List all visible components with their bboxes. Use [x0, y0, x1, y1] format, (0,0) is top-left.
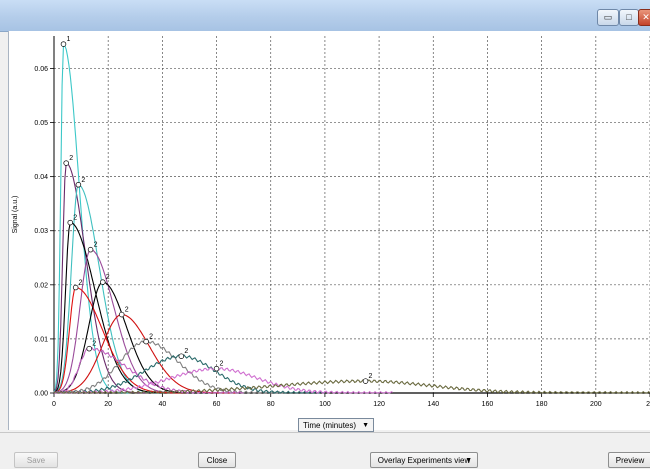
series-peak-label: 2: [73, 215, 77, 222]
series-peak-marker: [178, 353, 185, 359]
x-tick-label: 140: [427, 401, 439, 408]
x-tick-label: 160: [482, 401, 494, 408]
series-peak-marker: [63, 160, 69, 166]
chevron-down-icon: ▼: [362, 422, 369, 429]
y-tick-label: 0.03: [34, 228, 48, 235]
series-line: [54, 314, 239, 394]
y-tick-label: 0.01: [34, 336, 48, 343]
series-line: [53, 162, 149, 394]
series-line: [53, 249, 190, 394]
x-tick-label: 22: [646, 401, 650, 408]
x-tick-label: 40: [158, 401, 166, 408]
preview-button[interactable]: Preview: [608, 452, 650, 468]
series-peak-marker: [143, 338, 149, 345]
x-axis-label: Time (minutes): [303, 421, 357, 430]
series-peak-label: 2: [106, 274, 110, 281]
save-button[interactable]: Save: [14, 452, 58, 468]
x-tick-label: 120: [373, 401, 385, 408]
series-peak-marker: [86, 345, 92, 352]
series-peak-marker: [67, 219, 74, 226]
series-peak-label: 2: [94, 242, 98, 249]
series-peak-label: 2: [369, 373, 373, 380]
title-bar: ▭ □ ✕: [0, 0, 650, 32]
series-peak-label: 2: [92, 341, 96, 348]
bottom-toolbar: Save Close Overlay Experiments view ▼ Pr…: [0, 432, 650, 469]
x-tick-label: 80: [267, 401, 275, 408]
series-peak-label: 2: [149, 334, 153, 341]
series-peak-label: 2: [184, 348, 188, 355]
y-tick-label: 0.04: [34, 174, 48, 181]
series-line: [54, 354, 325, 394]
series-line: [53, 221, 176, 394]
close-window-button[interactable]: ✕: [638, 9, 650, 26]
series-peak-marker: [100, 279, 106, 285]
series-peak-label: 2: [79, 280, 83, 287]
x-tick-label: 200: [590, 401, 602, 408]
series-peak-marker: [362, 378, 369, 384]
series-line: [54, 367, 393, 394]
series-peak-label: 2: [220, 361, 224, 368]
series-peak-label: 2: [81, 177, 85, 184]
series-peak-marker: [60, 41, 67, 47]
maximize-button[interactable]: □: [619, 9, 639, 26]
view-selector-label: Overlay Experiments view: [377, 456, 471, 465]
series-peak-marker: [75, 182, 82, 188]
series-line: [53, 339, 285, 394]
series-peak-marker: [213, 365, 220, 372]
x-axis-unit-dropdown[interactable]: Time (minutes) ▼: [298, 418, 374, 432]
y-tick-label: 0.05: [34, 120, 48, 127]
series-peak-label: 2: [69, 155, 73, 162]
series-peak-marker: [72, 284, 79, 291]
x-tick-label: 0: [52, 401, 56, 408]
x-tick-label: 60: [213, 401, 221, 408]
series-peak-label: 1: [66, 36, 70, 43]
series-line: [53, 379, 650, 394]
chevron-down-icon: ▼: [465, 457, 472, 464]
minimize-button[interactable]: ▭: [597, 9, 619, 26]
y-tick-label: 0.00: [34, 391, 48, 398]
y-tick-label: 0.02: [34, 282, 48, 289]
x-tick-label: 180: [536, 401, 548, 408]
x-tick-label: 100: [319, 401, 331, 408]
y-tick-label: 0.06: [34, 66, 48, 73]
series-peak-marker: [87, 246, 94, 253]
view-selector-dropdown[interactable]: Overlay Experiments view ▼: [370, 452, 478, 468]
chart-panel: 020406080100120140160180200220.000.010.0…: [8, 31, 650, 430]
y-axis-label: Signal (a.u.): [12, 196, 19, 234]
x-tick-label: 20: [104, 401, 112, 408]
close-button[interactable]: Close: [198, 452, 236, 468]
series-peak-label: 2: [125, 307, 129, 314]
series-peak-marker: [118, 311, 125, 318]
chromatogram-chart: 020406080100120140160180200220.000.010.0…: [12, 36, 650, 408]
